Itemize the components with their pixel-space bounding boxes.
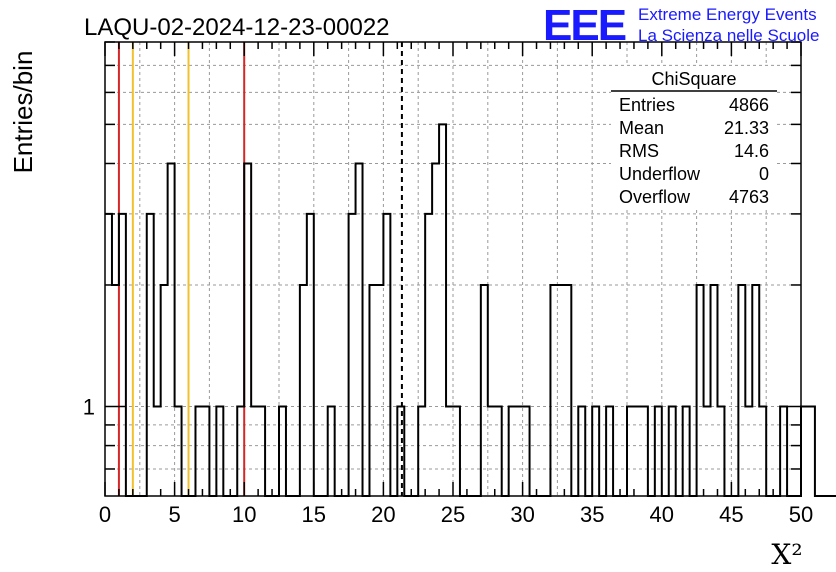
x-tick-label: 10 bbox=[232, 502, 256, 527]
stats-value: 4763 bbox=[729, 187, 769, 207]
stats-rows: Entries 4866 Mean 21.33 RMS 14.6 Underflow 0 Ove… bbox=[619, 95, 769, 207]
x-tick-label: 0 bbox=[99, 502, 111, 527]
y-tick-label: 1 bbox=[83, 394, 95, 419]
stats-label: Mean bbox=[619, 118, 664, 138]
stats-background bbox=[611, 66, 777, 210]
x-tick-label: 50 bbox=[789, 502, 813, 527]
x-tick-label: 30 bbox=[510, 502, 534, 527]
stats-value: 0 bbox=[759, 164, 769, 184]
stats-label: Underflow bbox=[619, 164, 701, 184]
x-tick-label: 25 bbox=[441, 502, 465, 527]
x-tick-label: 5 bbox=[168, 502, 180, 527]
reference-lines bbox=[117, 42, 403, 496]
stats-title: ChiSquare bbox=[651, 69, 736, 89]
eee-logo: EEE Extreme Energy Events La Scienza nel… bbox=[543, 1, 819, 50]
y-axis-label: Entries/bin bbox=[8, 51, 38, 174]
stats-label: Entries bbox=[619, 95, 675, 115]
stats-value: 21.33 bbox=[724, 118, 769, 138]
stats-value: 14.6 bbox=[734, 141, 769, 161]
x-tick-label: 40 bbox=[650, 502, 674, 527]
x-tick-label: 45 bbox=[719, 502, 743, 527]
stats-label: Overflow bbox=[619, 187, 691, 207]
logo-line1: Extreme Energy Events bbox=[638, 5, 817, 24]
logo-line2: La Scienza nelle Scuole bbox=[638, 26, 819, 45]
x-tick-label: 35 bbox=[580, 502, 604, 527]
stats-value: 4866 bbox=[729, 95, 769, 115]
x-tick-label: 15 bbox=[302, 502, 326, 527]
histogram-line bbox=[105, 123, 836, 497]
stats-box: ChiSquare Entries 4866 Mean 21.33 RMS 14.6 Und… bbox=[611, 66, 777, 210]
x-axis-label: X² bbox=[771, 538, 802, 571]
stats-label: RMS bbox=[619, 141, 659, 161]
x-tick-label: 20 bbox=[371, 502, 395, 527]
chart-title: LAQU-02-2024-12-23-00022 bbox=[84, 14, 390, 41]
axes: 0 5 10 15 20 25 30 35 40 45 50 1 bbox=[83, 41, 813, 527]
